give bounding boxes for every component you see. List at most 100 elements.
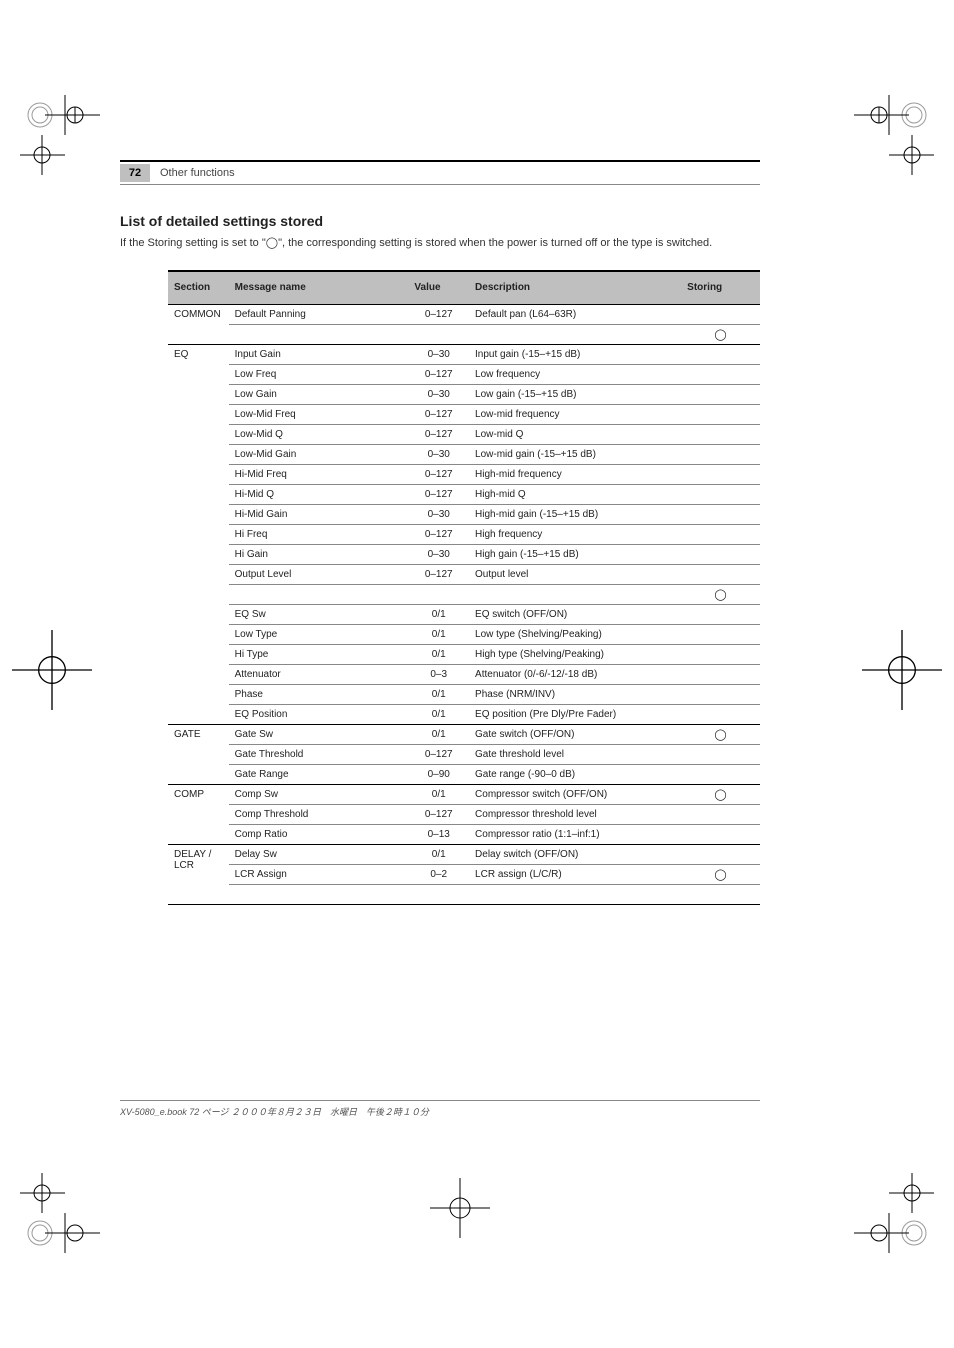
store-cell [681,485,760,505]
val-cell: 0–127 [408,525,469,545]
table-row: Low Freq0–127Low frequency [168,365,760,385]
desc-cell: High type (Shelving/Peaking) [469,645,681,665]
section-desc: If the Storing setting is set to "◯", th… [120,235,760,252]
reg-mark-bc [430,1178,490,1238]
desc-cell: Compressor ratio (1:1–inf:1) [469,825,681,845]
store-circle-icon: ◯ [714,729,726,741]
store-cell [681,805,760,825]
reg-mark-bl [20,1173,100,1253]
desc-cell: Attenuator (0/-6/-12/-18 dB) [469,665,681,685]
store-circle-icon: ◯ [714,589,726,601]
table-row: COMMONDefault Panning0–127Default pan (L… [168,305,760,325]
reg-mark-tr [854,95,934,175]
page-body: 72 Other functions List of detailed sett… [120,160,760,905]
table-row: Gate Threshold0–127Gate threshold level [168,745,760,765]
val-cell: 0–13 [408,825,469,845]
val-cell: 0–2 [408,865,469,885]
store-circle-icon: ◯ [714,329,726,341]
store-circle-icon: ◯ [714,869,726,881]
msg-cell: Low-Mid Freq [229,405,409,425]
store-cell [681,445,760,465]
val-cell: 0–90 [408,765,469,785]
msg-cell [229,325,409,345]
msg-cell: Attenuator [229,665,409,685]
msg-cell: Hi-Mid Gain [229,505,409,525]
msg-cell: Low Freq [229,365,409,385]
col-value: Value [408,271,469,305]
val-cell: 0–127 [408,305,469,325]
val-cell: 0–30 [408,445,469,465]
table-row: Comp Threshold0–127Compressor threshold … [168,805,760,825]
col-message: Message name [229,271,409,305]
store-cell [681,825,760,845]
desc-cell: Low gain (-15–+15 dB) [469,385,681,405]
val-cell: 0–127 [408,745,469,765]
msg-cell: EQ Position [229,705,409,725]
store-cell [681,365,760,385]
desc-cell: EQ position (Pre Dly/Pre Fader) [469,705,681,725]
table-row: Hi Gain0–30High gain (-15–+15 dB) [168,545,760,565]
table-row: Hi-Mid Q0–127High-mid Q [168,485,760,505]
table-row: EQ Sw0/1EQ switch (OFF/ON) [168,605,760,625]
page-footer: XV-5080_e.book 72 ページ ２０００年８月２３日 水曜日 午後２… [120,1100,760,1118]
val-cell: 0–127 [408,805,469,825]
section-cell: DELAY / LCR [168,845,229,905]
store-cell [681,765,760,785]
desc-cell: LCR assign (L/C/R) [469,865,681,885]
table-row: COMPComp Sw0/1Compressor switch (OFF/ON)… [168,785,760,805]
table-row: Low-Mid Gain0–30Low-mid gain (-15–+15 dB… [168,445,760,465]
reg-mark-br [854,1173,934,1253]
desc-cell: High-mid frequency [469,465,681,485]
store-cell [681,385,760,405]
val-cell: 0/1 [408,705,469,725]
msg-cell: LCR Assign [229,865,409,885]
desc-cell: Low type (Shelving/Peaking) [469,625,681,645]
table-row: EQ Position0/1EQ position (Pre Dly/Pre F… [168,705,760,725]
store-cell [681,505,760,525]
val-cell [408,585,469,605]
msg-cell: Low Type [229,625,409,645]
val-cell: 0–30 [408,385,469,405]
store-circle-icon: ◯ [714,789,726,801]
settings-table: Section Message name Value Description S… [168,270,760,906]
msg-cell [229,585,409,605]
section-title: List of detailed settings stored [120,213,760,229]
table-row: Hi Type0/1High type (Shelving/Peaking) [168,645,760,665]
val-cell: 0/1 [408,625,469,645]
msg-cell: Delay Sw [229,845,409,865]
footer-fileinfo: XV-5080_e.book 72 ページ ２０００年８月２３日 水曜日 午後２… [120,1107,429,1117]
msg-cell: Gate Threshold [229,745,409,765]
desc-cell: High-mid Q [469,485,681,505]
val-cell: 0–127 [408,365,469,385]
val-cell: 0/1 [408,785,469,805]
page-number: 72 [120,164,150,182]
store-cell [681,345,760,365]
page-header: 72 Other functions [120,164,760,185]
table-row: DELAY / LCRDelay Sw0/1Delay switch (OFF/… [168,845,760,865]
msg-cell: Hi Type [229,645,409,665]
val-cell: 0–127 [408,405,469,425]
desc-cell: Gate range (-90–0 dB) [469,765,681,785]
msg-cell [229,885,409,905]
val-cell: 0–3 [408,665,469,685]
val-cell: 0/1 [408,685,469,705]
table-header-row: Section Message name Value Description S… [168,271,760,305]
val-cell: 0–30 [408,345,469,365]
store-cell [681,305,760,325]
desc-cell: Low-mid Q [469,425,681,445]
table-row: Phase0/1Phase (NRM/INV) [168,685,760,705]
val-cell: 0–30 [408,545,469,565]
desc-cell [469,885,681,905]
desc-cell: Gate threshold level [469,745,681,765]
store-cell [681,525,760,545]
section-cell: GATE [168,725,229,785]
store-cell [681,625,760,645]
store-cell [681,685,760,705]
msg-cell: Comp Sw [229,785,409,805]
store-cell: ◯ [681,725,760,745]
table-row: Comp Ratio0–13Compressor ratio (1:1–inf:… [168,825,760,845]
desc-cell: High gain (-15–+15 dB) [469,545,681,565]
desc-cell: Output level [469,565,681,585]
desc-cell: Phase (NRM/INV) [469,685,681,705]
table-row: ◯ [168,325,760,345]
